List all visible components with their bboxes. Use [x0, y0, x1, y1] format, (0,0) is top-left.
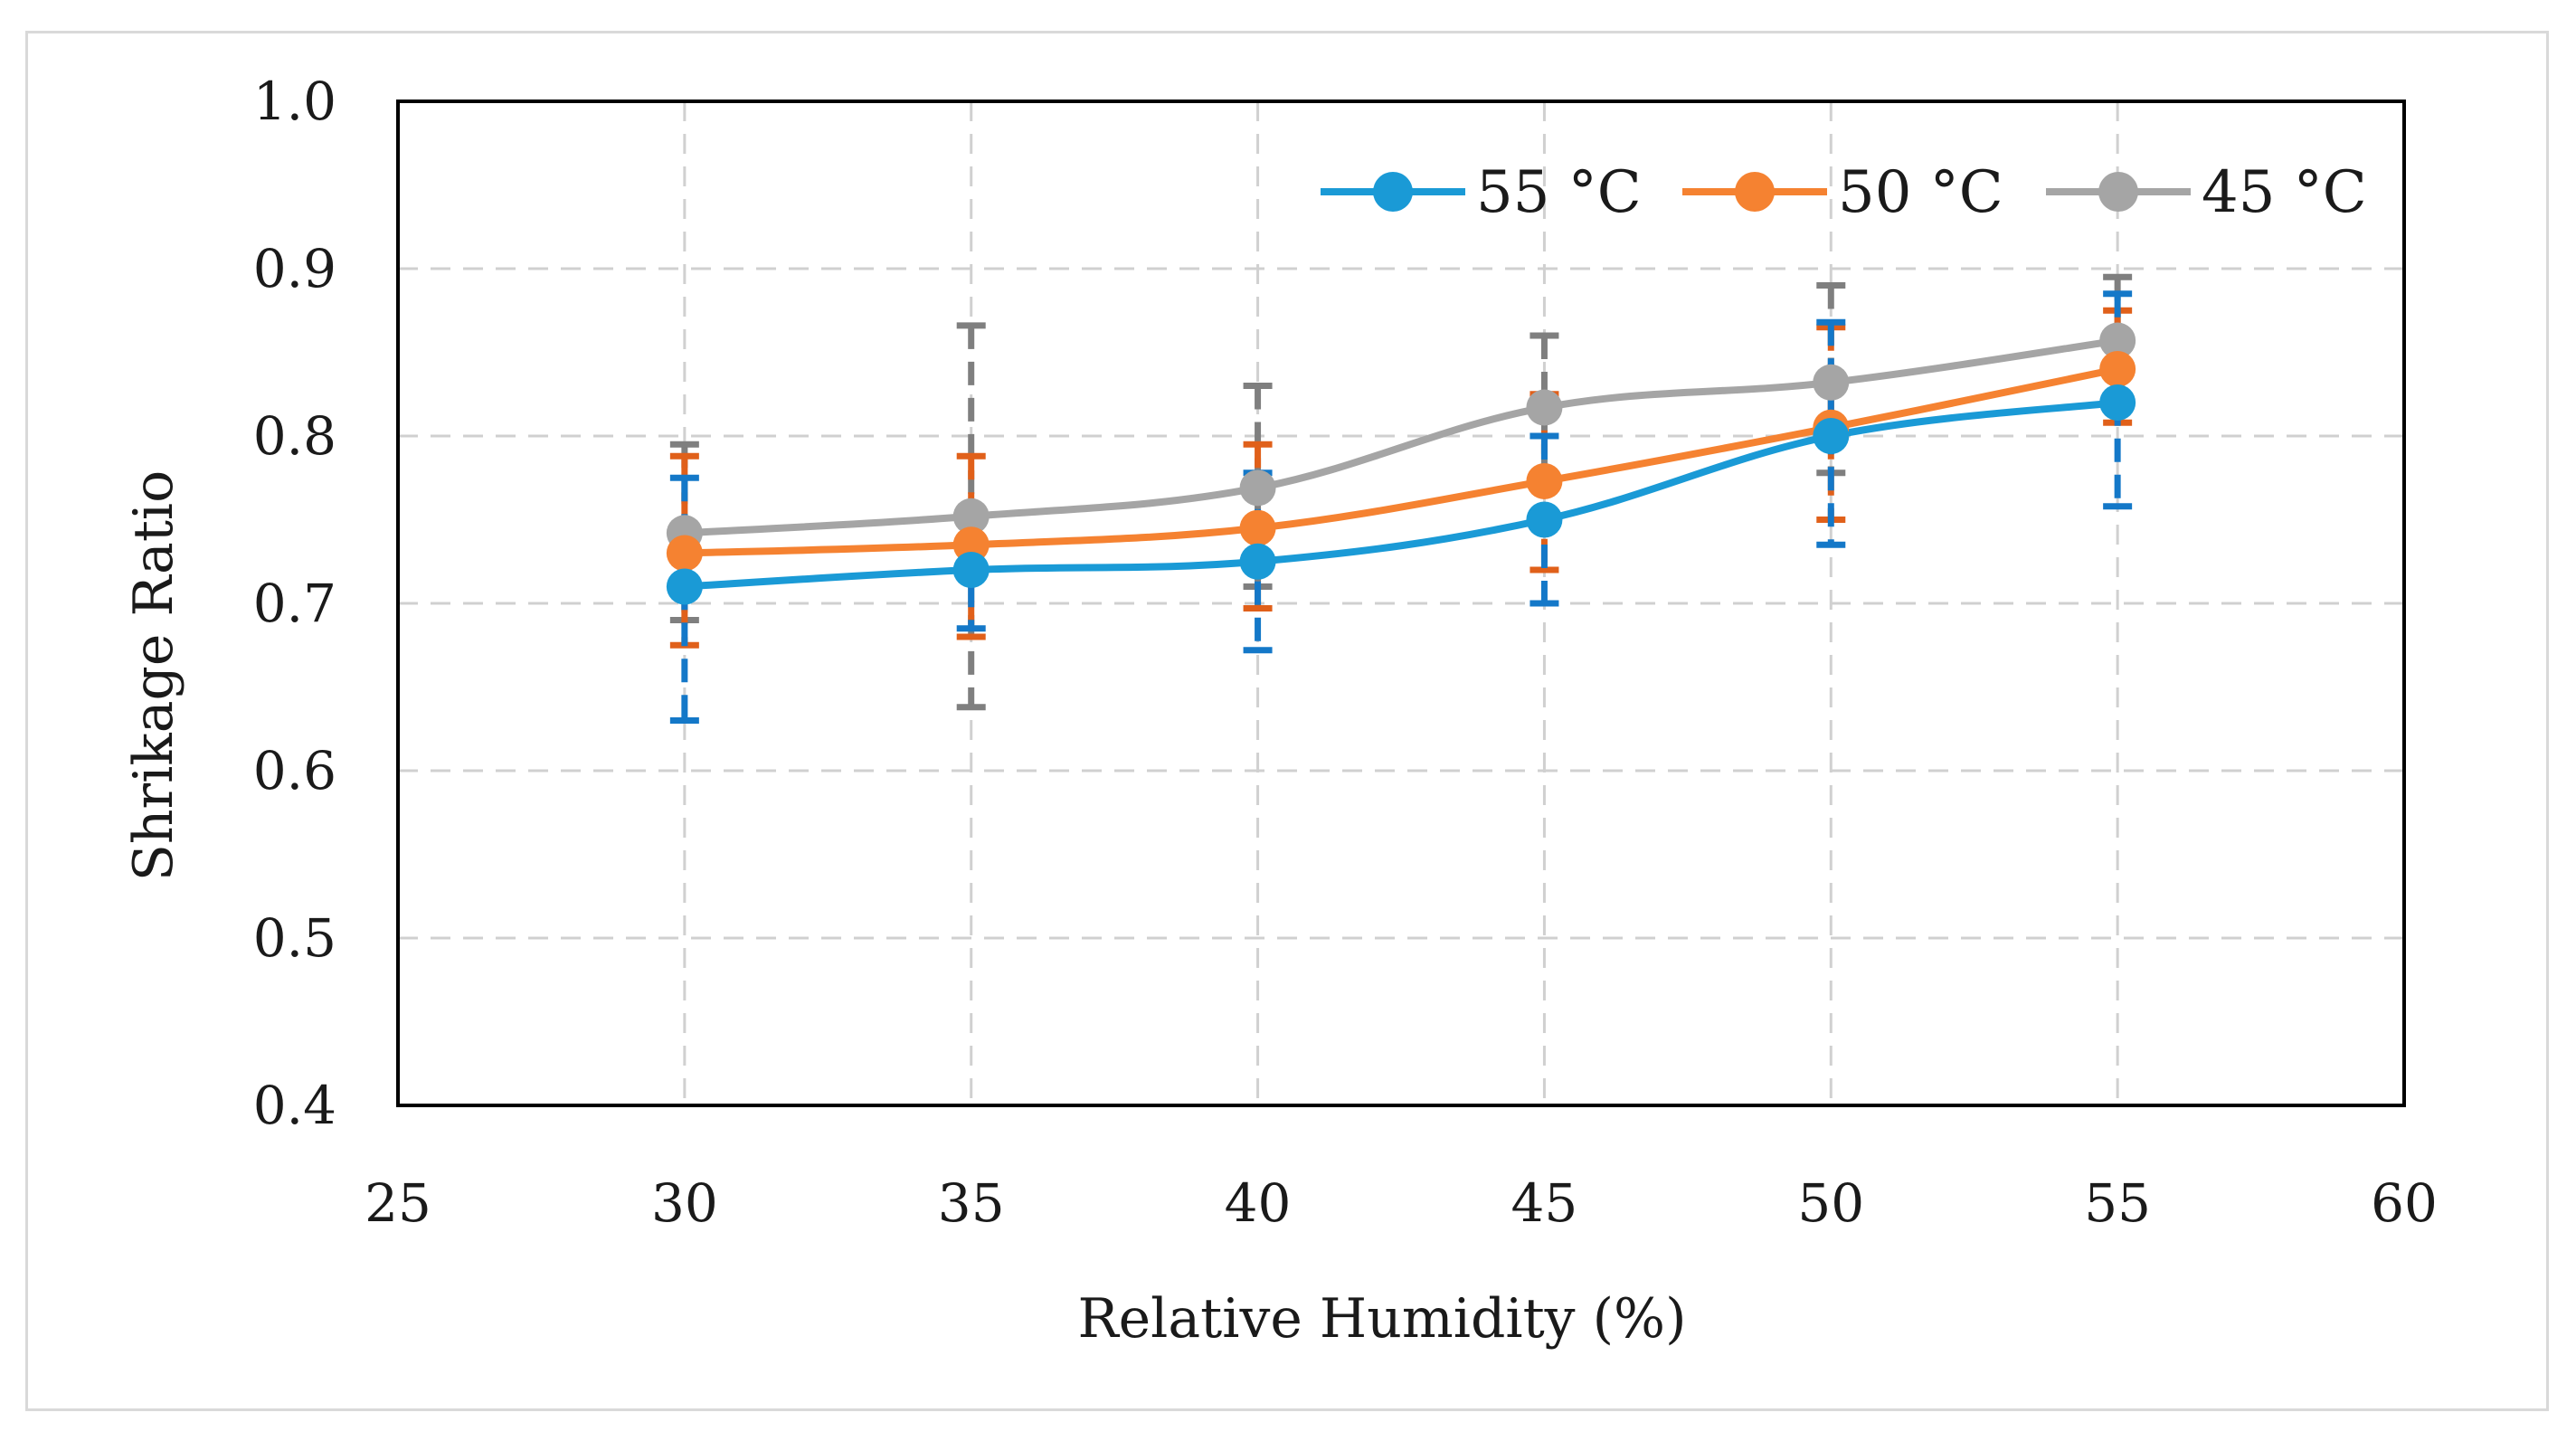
x-tick-labels: 25 30 35 40 45 50 55 60 — [365, 1172, 2438, 1234]
legend-swatch-marker — [1735, 172, 1775, 212]
data-point-0 — [1239, 543, 1276, 580]
data-point-1 — [1526, 462, 1563, 499]
data-point-2 — [1813, 364, 1850, 401]
y-tick-label: 0.9 — [253, 238, 336, 299]
y-tick-label: 0.6 — [253, 740, 336, 801]
x-tick-label: 35 — [938, 1172, 1005, 1234]
y-tick-label: 1.0 — [253, 71, 336, 132]
data-points — [666, 322, 2136, 605]
legend-swatch-marker — [2098, 172, 2138, 212]
legend-label: 55 °C — [1476, 159, 1642, 226]
series-line-2 — [680, 337, 2122, 537]
data-point-0 — [1526, 501, 1563, 538]
x-tick-label: 25 — [365, 1172, 431, 1234]
x-tick-label: 45 — [1511, 1172, 1578, 1234]
y-tick-label: 0.5 — [253, 907, 336, 969]
x-tick-label: 60 — [2371, 1172, 2438, 1234]
data-point-1 — [1239, 509, 1276, 546]
y-tick-labels: 0.4 0.5 0.6 0.7 0.8 0.9 1.0 — [253, 71, 336, 1136]
data-point-0 — [1813, 418, 1850, 454]
data-point-0 — [2099, 384, 2136, 421]
chart-frame — [25, 31, 2549, 1411]
data-point-2 — [952, 498, 990, 535]
error-bars — [669, 273, 2133, 724]
series-line-0 — [680, 399, 2122, 591]
y-tick-label: 0.7 — [253, 573, 336, 634]
y-axis-title: Shrikage Ratio — [122, 470, 185, 881]
legend-label: 45 °C — [2202, 159, 2367, 226]
series-line-1 — [680, 365, 2122, 557]
series-lines — [680, 337, 2122, 591]
data-point-2 — [1239, 469, 1276, 507]
x-axis-title: Relative Humidity (%) — [1078, 1287, 1687, 1351]
legend-swatch-marker — [1373, 172, 1413, 212]
x-tick-label: 30 — [651, 1172, 718, 1234]
plot-area-border — [396, 100, 2406, 1107]
data-point-1 — [666, 535, 703, 572]
y-tick-label: 0.4 — [253, 1075, 336, 1136]
y-tick-label: 0.8 — [253, 405, 336, 467]
x-tick-label: 55 — [2084, 1172, 2151, 1234]
legend-label: 50 °C — [1838, 159, 2003, 226]
x-tick-label: 50 — [1797, 1172, 1864, 1234]
data-point-2 — [1526, 389, 1563, 426]
data-point-0 — [666, 568, 703, 605]
data-point-2 — [2099, 322, 2136, 359]
legend: 55 °C 50 °C 45 °C — [1321, 159, 2367, 226]
x-tick-label: 40 — [1225, 1172, 1292, 1234]
data-point-0 — [952, 552, 990, 588]
data-point-1 — [952, 526, 990, 564]
data-point-1 — [2099, 351, 2136, 387]
gridlines — [398, 101, 2404, 1105]
